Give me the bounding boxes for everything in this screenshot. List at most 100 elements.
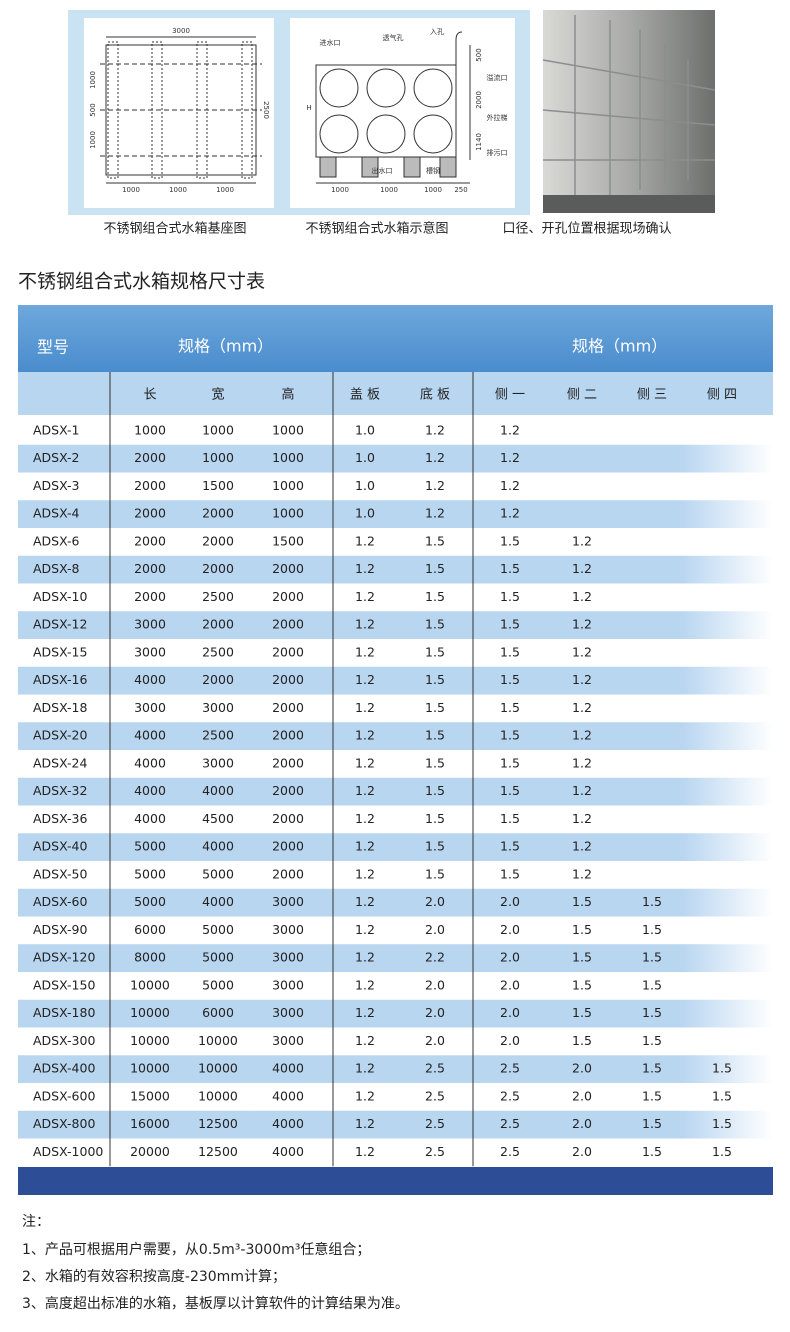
table-cell: 3000 (272, 950, 304, 965)
table-cell: 1.5 (500, 700, 520, 715)
table-cell: 1.5 (425, 783, 445, 798)
table-cell: 1.2 (355, 783, 375, 798)
table-cell: 15000 (130, 1088, 170, 1103)
table-cell: 1.5 (425, 672, 445, 687)
table-cell: 1.5 (425, 811, 445, 826)
model-cell: ADSX-36 (33, 811, 88, 826)
table-cell: 4000 (272, 1088, 304, 1103)
diagram-label: 500 (475, 48, 483, 61)
diagram-label: 500 (89, 103, 97, 116)
table-cell: 2000 (272, 728, 304, 743)
table-cell: 1.5 (500, 672, 520, 687)
column-header: 规格（mm） (572, 337, 667, 356)
table-cell: 3000 (272, 1033, 304, 1048)
table-cell: 1.5 (425, 755, 445, 770)
table-cell: 1000 (272, 422, 304, 437)
table-cell: 4000 (272, 1061, 304, 1076)
model-cell: ADSX-50 (33, 866, 88, 881)
table-cell: 1.5 (500, 617, 520, 632)
table-cell: 3000 (272, 922, 304, 937)
model-cell: ADSX-600 (33, 1088, 95, 1103)
diagram-label: 1000 (89, 131, 97, 149)
table-cell: 2000 (202, 506, 234, 521)
diagram-label: 1000 (216, 186, 234, 194)
model-cell: ADSX-20 (33, 728, 88, 743)
note: 1、产品可根据用户需要，从0.5m³-3000m³任意组合； (22, 1241, 370, 1258)
table-cell: 1.5 (572, 1005, 592, 1020)
diagram-label: 槽钢 (426, 166, 440, 175)
table-cell: 1.2 (425, 422, 445, 437)
column-subheader: 侧 二 (567, 388, 597, 403)
table-cell: 2000 (134, 450, 166, 465)
table-cell: 4000 (134, 783, 166, 798)
model-cell: ADSX-400 (33, 1061, 95, 1076)
table-cell: 4000 (134, 728, 166, 743)
row-stripe (18, 1110, 773, 1139)
table-cell: 1.2 (355, 561, 375, 576)
table-cell: 2.0 (500, 1033, 520, 1048)
table-cell: 1.2 (355, 1061, 375, 1076)
table-cell: 2.0 (425, 922, 445, 937)
model-cell: ADSX-32 (33, 783, 87, 798)
table-cell: 1.2 (355, 811, 375, 826)
table-cell: 2.0 (572, 1088, 592, 1103)
column-subheader: 侧 三 (637, 388, 667, 403)
diagram-label: 1000 (380, 186, 398, 194)
notes-heading: 注： (22, 1214, 50, 1230)
table-cell: 10000 (130, 977, 170, 992)
table-cell: 5000 (134, 866, 166, 881)
table-cell: 5000 (134, 894, 166, 909)
table-cell: 1000 (272, 506, 304, 521)
table-cell: 5000 (202, 922, 234, 937)
table-cell: 1.5 (642, 922, 662, 937)
diagram-label: 2500 (262, 101, 270, 119)
model-cell: ADSX-1000 (33, 1144, 103, 1159)
table-cell: 1.5 (500, 589, 520, 604)
table-cell: 20000 (130, 1144, 170, 1159)
column-subheader: 盖 板 (350, 388, 380, 403)
model-cell: ADSX-40 (33, 839, 88, 854)
table-cell: 3000 (272, 977, 304, 992)
table-cell: 2000 (202, 561, 234, 576)
table-cell: 1000 (134, 422, 166, 437)
model-cell: ADSX-6 (33, 533, 80, 548)
table-cell: 1.2 (355, 755, 375, 770)
row-stripe (18, 500, 773, 528)
table-cell: 1.0 (355, 478, 375, 493)
table-cell: 2000 (272, 866, 304, 881)
diagram-label: 进水口 (320, 38, 341, 47)
table-cell: 10000 (130, 1061, 170, 1076)
diagram-label: 出水口 (372, 166, 393, 175)
table-cell: 2.0 (572, 1144, 592, 1159)
table-cell: 1000 (202, 450, 234, 465)
table-cell: 2000 (272, 783, 304, 798)
table-cell: 4000 (272, 1144, 304, 1159)
model-cell: ADSX-300 (33, 1033, 95, 1048)
table-cell: 1.2 (355, 533, 375, 548)
model-cell: ADSX-8 (33, 561, 80, 576)
table-cell: 1.2 (500, 506, 520, 521)
table-cell: 1.2 (355, 728, 375, 743)
table-cell: 1.2 (500, 450, 520, 465)
model-cell: ADSX-60 (33, 894, 88, 909)
row-stripe (18, 888, 773, 917)
table-cell: 3000 (202, 700, 234, 715)
table-cell: 2000 (272, 811, 304, 826)
table-cell: 1500 (202, 478, 234, 493)
table-cell: 2000 (134, 589, 166, 604)
table-cell: 1.5 (642, 1116, 662, 1131)
table-cell: 1.2 (355, 977, 375, 992)
table-cell: 2.0 (425, 977, 445, 992)
row-stripe (18, 722, 773, 750)
table-cell: 1.2 (355, 1033, 375, 1048)
table-cell: 10000 (130, 1005, 170, 1020)
table-cell: 10000 (198, 1088, 238, 1103)
table-cell: 2000 (202, 533, 234, 548)
table-cell: 1.5 (500, 755, 520, 770)
model-cell: ADSX-150 (33, 977, 95, 992)
table-cell: 1.2 (355, 866, 375, 881)
table-cell: 1.0 (355, 422, 375, 437)
table-cell: 2.5 (500, 1116, 520, 1131)
table-cell: 1.0 (355, 506, 375, 521)
column-header: 规格（mm） (178, 337, 273, 356)
